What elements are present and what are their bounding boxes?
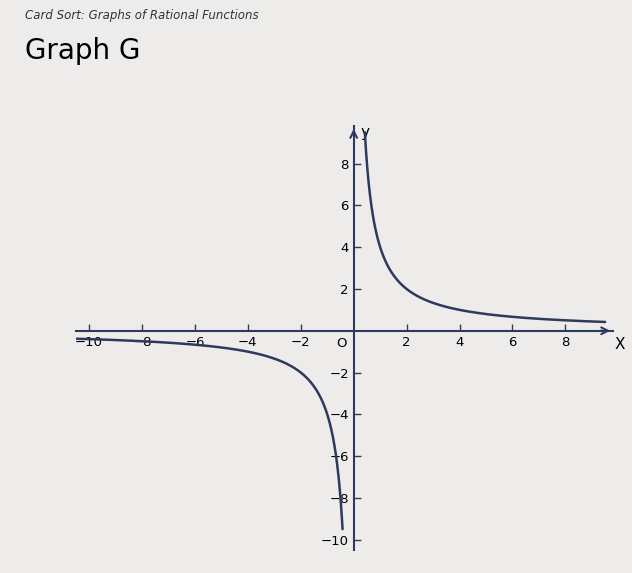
Text: O: O (337, 337, 347, 350)
Text: y: y (360, 125, 369, 140)
Text: Card Sort: Graphs of Rational Functions: Card Sort: Graphs of Rational Functions (25, 9, 259, 22)
Text: Graph G: Graph G (25, 37, 141, 65)
Text: X: X (614, 337, 625, 352)
